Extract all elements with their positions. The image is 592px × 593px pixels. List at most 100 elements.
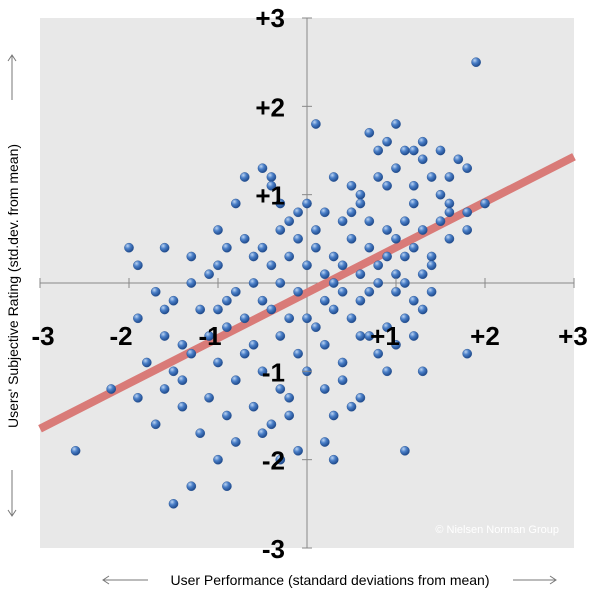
data-point: [70, 445, 81, 456]
data-point: [195, 428, 205, 439]
data-point: [435, 189, 446, 200]
data-point: [293, 348, 303, 359]
data-point: [275, 198, 286, 209]
data-point: [382, 366, 392, 377]
data-point: [400, 251, 410, 262]
data-point: [248, 278, 259, 288]
data-point: [373, 172, 384, 182]
data-point: [150, 419, 161, 430]
data-point: [159, 384, 170, 394]
data-point: [337, 357, 348, 368]
data-point: [275, 278, 286, 288]
data-point: [337, 260, 348, 271]
y-tick-label: -3: [262, 534, 285, 564]
data-point: [302, 260, 312, 271]
data-point: [408, 145, 419, 156]
data-point: [222, 242, 232, 253]
data-point: [373, 348, 384, 359]
data-point: [293, 445, 303, 456]
data-point: [124, 242, 134, 253]
data-point: [337, 375, 348, 386]
data-point: [355, 295, 366, 306]
data-point: [382, 136, 392, 147]
data-point: [302, 313, 312, 324]
data-point: [284, 251, 295, 262]
data-point: [266, 304, 277, 315]
data-point: [355, 189, 366, 200]
data-point: [186, 278, 197, 288]
data-point: [444, 207, 455, 218]
data-point: [435, 216, 446, 226]
data-point: [444, 233, 455, 244]
data-point: [311, 119, 321, 129]
data-point: [319, 269, 330, 280]
data-point: [417, 154, 428, 165]
data-point: [293, 207, 303, 218]
x-tick-label: +1: [370, 321, 400, 351]
data-point: [186, 348, 197, 359]
data-point: [222, 410, 232, 421]
data-point: [408, 242, 419, 253]
data-point: [230, 286, 241, 297]
data-point: [426, 286, 437, 297]
data-point: [319, 295, 330, 306]
data-point: [230, 198, 241, 209]
data-point: [319, 437, 330, 447]
data-point: [284, 216, 295, 226]
data-point: [257, 163, 268, 173]
data-point: [346, 180, 357, 191]
data-point: [391, 233, 401, 244]
data-point: [435, 145, 446, 156]
data-point: [471, 57, 481, 68]
data-point: [275, 225, 286, 235]
data-point: [400, 278, 410, 288]
data-point: [391, 339, 401, 350]
data-point: [230, 375, 241, 386]
data-point: [275, 384, 286, 394]
y-axis-label-group: Users' Subjective Rating (std.dev. from …: [5, 54, 21, 517]
data-point: [346, 401, 357, 412]
data-point: [373, 278, 384, 288]
data-point: [275, 454, 286, 465]
data-point: [213, 454, 223, 465]
data-point: [382, 225, 392, 235]
y-tick-label: +3: [255, 3, 285, 33]
data-point: [400, 313, 410, 324]
y-tick-label: -1: [262, 357, 285, 387]
data-point: [159, 242, 170, 253]
data-point: [266, 260, 277, 271]
data-point: [400, 445, 410, 456]
data-point: [391, 286, 401, 297]
data-point: [355, 392, 366, 403]
data-point: [462, 225, 473, 235]
data-point: [159, 304, 170, 315]
data-point: [417, 225, 428, 235]
data-point: [453, 154, 464, 165]
x-axis-label: User Performance (standard deviations fr…: [170, 572, 489, 588]
data-point: [177, 375, 188, 386]
data-point: [373, 145, 384, 156]
data-point: [248, 339, 259, 350]
data-point: [168, 295, 179, 306]
data-point: [426, 260, 437, 271]
data-point: [177, 401, 188, 412]
data-point: [284, 392, 295, 403]
watermark: © Nielsen Norman Group: [435, 524, 559, 536]
data-point: [417, 304, 428, 315]
data-point: [311, 242, 321, 253]
data-point: [426, 251, 437, 262]
data-point: [311, 225, 321, 235]
data-point: [364, 242, 375, 253]
data-point: [195, 304, 205, 315]
data-point: [222, 295, 232, 306]
data-point: [382, 251, 392, 262]
data-point: [266, 180, 277, 191]
data-point: [355, 331, 366, 341]
data-point: [408, 331, 419, 341]
data-point: [346, 233, 357, 244]
data-point: [213, 260, 223, 271]
data-point: [168, 366, 179, 377]
data-point: [186, 481, 197, 492]
x-tick-label: +3: [558, 321, 588, 351]
data-point: [257, 366, 268, 377]
